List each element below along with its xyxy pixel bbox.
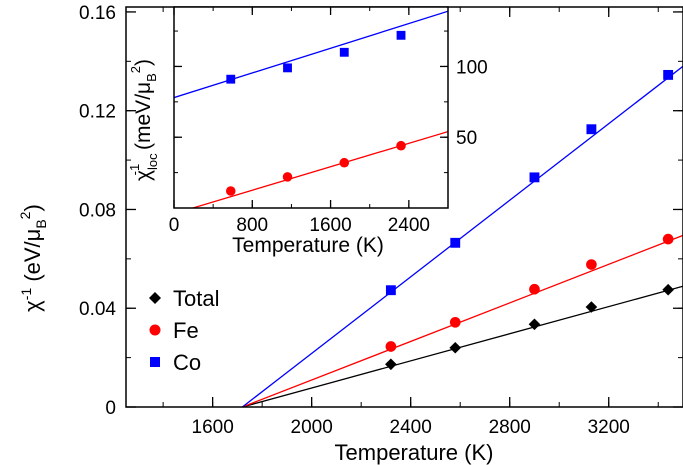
data-point — [339, 157, 350, 168]
data-point — [282, 172, 293, 182]
x-tick-label: 0 — [169, 215, 180, 236]
plot-background — [174, 7, 448, 208]
main-chart: 1600 2000 2400 2800 3200 0 0.04 0.08 0.12 0.16 — [79, 3, 683, 438]
series-fe — [242, 234, 683, 407]
data-point — [662, 283, 674, 296]
data-point — [586, 124, 597, 135]
fit-line — [241, 65, 683, 407]
data-point — [529, 283, 540, 295]
x-tick-label: 1600 — [192, 417, 234, 438]
x-tick-label: 2800 — [489, 417, 531, 438]
data-point — [396, 30, 406, 40]
legend-entry-co: Co — [150, 350, 201, 375]
data-point — [528, 318, 541, 331]
data-point — [585, 301, 598, 313]
plot-frame — [173, 6, 449, 209]
series-points-co — [385, 69, 674, 296]
data-point — [529, 172, 540, 183]
data-point — [449, 341, 462, 354]
series-co — [241, 65, 683, 407]
y-tick-label: 100 — [456, 57, 488, 78]
data-point — [450, 237, 461, 248]
data-point — [385, 358, 397, 371]
data-point — [385, 341, 397, 352]
legend-label: Fe — [173, 318, 199, 343]
x-tick-label: 2400 — [388, 215, 430, 236]
y-tick-label: 0.04 — [79, 299, 116, 320]
series-points-total — [385, 283, 674, 371]
legend: Total Fe Co — [149, 286, 219, 375]
data-point — [283, 63, 292, 73]
fit-line — [242, 285, 683, 407]
data-point — [586, 259, 597, 270]
main-y-axis-label: χ-1 (eV/μB2) — [17, 204, 49, 312]
legend-marker-square — [150, 357, 160, 367]
fit-line — [242, 234, 683, 407]
inset-y-axis-label: χloc-1 (meV/μB2) — [127, 59, 160, 181]
data-point — [662, 233, 674, 245]
series-total — [242, 285, 683, 407]
legend-entry-fe: Fe — [149, 318, 199, 343]
data-point — [226, 74, 236, 84]
x-tick-label: 3200 — [588, 417, 630, 438]
series-co — [174, 10, 448, 99]
x-tick-label: 2000 — [291, 417, 333, 438]
x-tick-label: 2400 — [390, 417, 432, 438]
series-points-fe — [225, 140, 406, 196]
y-tick-label: 0.08 — [79, 200, 116, 221]
inset-x-axis-label: Temperature (K) — [232, 234, 384, 257]
fit-line — [174, 10, 448, 99]
data-point — [663, 69, 674, 80]
x-tick-label: 1600 — [309, 215, 351, 236]
legend-label: Co — [173, 350, 201, 375]
series-points-co — [226, 30, 406, 84]
legend-marker-circle — [149, 324, 161, 336]
data-point — [449, 316, 461, 328]
main-x-axis-label: Temperature (K) — [335, 440, 494, 465]
y-tick-label: 0.12 — [79, 102, 116, 123]
data-point — [385, 285, 396, 296]
data-point — [396, 140, 406, 151]
y-tick-label: 0.16 — [79, 3, 116, 24]
legend-label: Total — [173, 286, 219, 311]
y-tick-label: 0 — [105, 398, 116, 419]
x-tick-label: 800 — [236, 215, 268, 236]
legend-entry-total: Total — [149, 286, 219, 311]
data-point — [225, 186, 236, 196]
y-tick-label: 50 — [456, 128, 477, 149]
legend-marker-diamond — [149, 292, 161, 304]
series-points-fe — [385, 233, 674, 352]
inset-chart: 0 800 1600 2400 50 100 — [169, 6, 488, 236]
data-point — [339, 47, 349, 57]
